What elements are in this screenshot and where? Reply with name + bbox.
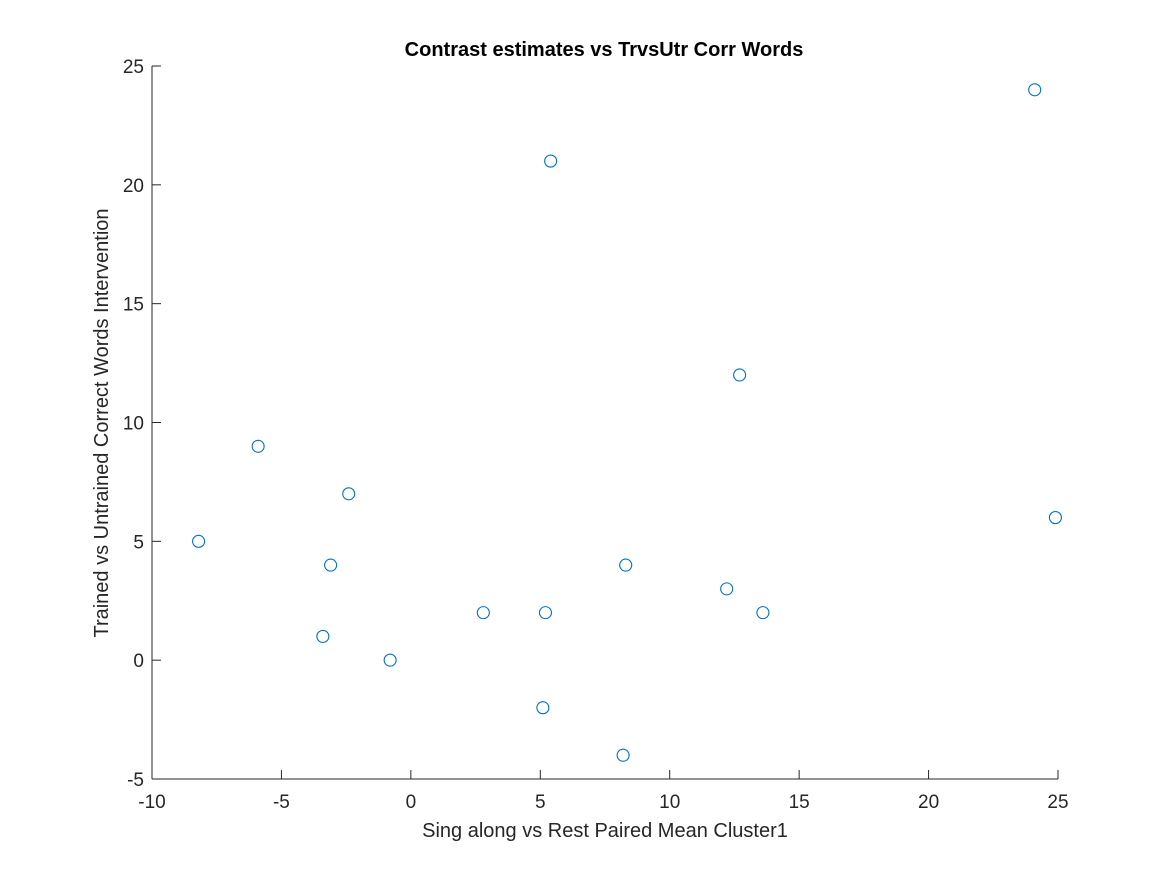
data-point	[324, 558, 338, 572]
y-tick-label: 20	[123, 176, 144, 197]
y-tick-label: 15	[123, 295, 144, 316]
y-tick-label: -5	[127, 770, 144, 791]
axes	[151, 66, 1058, 780]
x-tick-label: 5	[535, 792, 546, 813]
x-tick-label: 20	[918, 792, 939, 813]
x-tick-label: 15	[789, 792, 810, 813]
data-point	[192, 534, 206, 548]
y-tick-label: 10	[123, 414, 144, 435]
data-point	[619, 558, 633, 572]
data-point	[756, 606, 770, 620]
data-point	[733, 368, 747, 382]
data-points	[192, 83, 1062, 762]
data-point	[720, 582, 734, 596]
y-axis-label: Trained vs Untrained Correct Words Inter…	[91, 208, 113, 637]
data-point	[544, 154, 558, 168]
data-point	[1048, 511, 1062, 525]
x-tick-label: 10	[659, 792, 680, 813]
data-point	[476, 606, 490, 620]
data-point	[342, 487, 356, 501]
data-point	[316, 629, 330, 643]
data-point	[1028, 83, 1042, 97]
x-tick-label: 0	[406, 792, 417, 813]
data-point	[383, 653, 397, 667]
data-point	[536, 701, 550, 715]
x-axis-label: Sing along vs Rest Paired Mean Cluster1	[422, 820, 788, 842]
x-tick-label: -5	[273, 792, 290, 813]
chart-title: Contrast estimates vs TrvsUtr Corr Words	[405, 39, 804, 61]
y-tick-label: 25	[123, 57, 144, 78]
x-ticks: -10 -5 0 5 10 15 20 25	[138, 770, 1069, 813]
data-point	[251, 439, 265, 453]
y-ticks: -5 0 5 10 15 20 25	[123, 57, 161, 791]
data-point	[616, 748, 630, 762]
x-tick-label: -10	[138, 792, 165, 813]
data-point	[538, 606, 553, 620]
x-tick-label: 25	[1047, 792, 1068, 813]
y-tick-label: 0	[133, 651, 144, 672]
y-tick-label: 5	[133, 532, 144, 553]
